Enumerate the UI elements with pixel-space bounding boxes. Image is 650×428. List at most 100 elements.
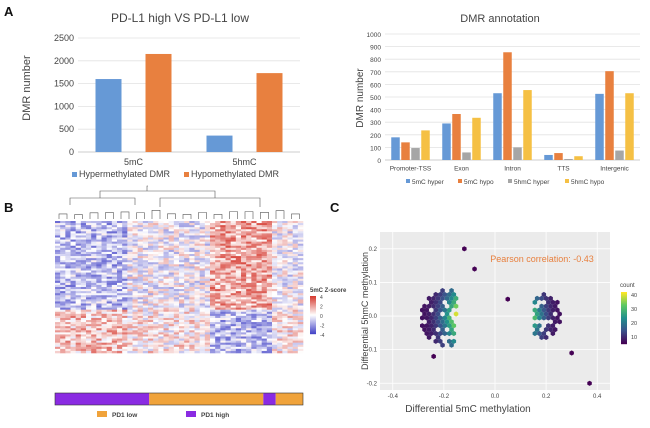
- heatmap-cell: [101, 324, 107, 327]
- heatmap-cell: [75, 282, 82, 286]
- heatmap-cell: [80, 251, 87, 255]
- heatmap-cell: [241, 334, 247, 337]
- hexbin-cell: [541, 291, 547, 298]
- heatmap-cell: [86, 315, 92, 319]
- heatmap-cell: [235, 313, 242, 317]
- heatmap-cell: [199, 315, 206, 319]
- heatmap-cell: [220, 266, 226, 269]
- heatmap-cell: [106, 293, 113, 296]
- heatmap-cell: [287, 229, 293, 232]
- heatmap-cell: [287, 309, 293, 313]
- heatmap-cell: [117, 350, 123, 354]
- heatmap-cell: [142, 336, 149, 339]
- heatmap-cell: [194, 264, 200, 267]
- heatmap-cell: [292, 249, 299, 253]
- heatmap-cell: [199, 303, 206, 306]
- heatmap-cell: [96, 320, 102, 323]
- heatmap-cell: [261, 309, 268, 313]
- heatmap-cell: [132, 221, 138, 224]
- heatmap-cell: [122, 305, 128, 308]
- heatmap-cell: [272, 291, 278, 294]
- heatmap-cell: [111, 223, 118, 226]
- heatmap-cell: [189, 254, 195, 257]
- heatmap-cell: [184, 247, 190, 251]
- heatmap-cell: [225, 315, 231, 319]
- heatmap-cell: [158, 270, 164, 273]
- heatmap-cell: [75, 293, 82, 296]
- heatmap-cell: [230, 305, 237, 308]
- heatmap-cell: [91, 241, 97, 244]
- heatmap-cell: [127, 326, 133, 329]
- heatmap-cell: [235, 348, 242, 352]
- heatmap-cell: [91, 328, 97, 331]
- heatmap-cell: [261, 243, 268, 247]
- heatmap-cell: [204, 346, 211, 350]
- heatmap-cell: [189, 251, 195, 255]
- colorbar-step: [310, 314, 316, 316]
- heatmap-cell: [91, 237, 97, 240]
- heatmap-cell: [122, 245, 128, 249]
- heatmap-cell: [241, 291, 247, 294]
- legend-swatch: [184, 172, 189, 177]
- annotation-segment: [149, 393, 264, 405]
- heatmap-cell: [235, 293, 242, 296]
- heatmap-cell: [261, 313, 268, 317]
- heatmap-cell: [96, 311, 102, 315]
- heatmap-cell: [199, 225, 206, 228]
- heatmap-cell: [86, 245, 92, 249]
- heatmap-cell: [241, 254, 247, 257]
- heatmap-cell: [142, 297, 149, 300]
- heatmap-cell: [137, 282, 144, 286]
- heatmap-cell: [292, 284, 299, 288]
- heatmap-cell: [287, 342, 293, 346]
- bar: [391, 137, 400, 160]
- heatmap-cell: [142, 332, 149, 335]
- heatmap-cell: [111, 346, 118, 350]
- hexbin-cell: [429, 315, 434, 321]
- heatmap-cell: [256, 282, 262, 286]
- heatmap-cell: [127, 289, 133, 292]
- heatmap-cell: [137, 299, 144, 302]
- heatmap-cell: [60, 324, 66, 327]
- heatmap-cell: [225, 272, 231, 275]
- heatmap-cell: [137, 311, 144, 315]
- heatmap-cell: [111, 344, 118, 348]
- heatmap-cell: [70, 262, 76, 265]
- heatmap-cell: [137, 256, 144, 259]
- heatmap-cell: [137, 280, 144, 284]
- heatmap-cell: [210, 297, 216, 300]
- heatmap-cell: [292, 278, 299, 282]
- heatmap-cell: [251, 260, 257, 263]
- legend-swatch: [458, 179, 462, 183]
- heatmap-cell: [261, 260, 268, 263]
- heatmap-cell: [132, 249, 138, 253]
- chart2-y-label: DMR number: [355, 68, 366, 128]
- heatmap-cell: [210, 239, 216, 242]
- heatmap-cell: [75, 309, 82, 313]
- heatmap-cell: [292, 262, 299, 265]
- heatmap-cell: [122, 247, 128, 251]
- heatmap-cell: [241, 241, 247, 244]
- heatmap-cell: [70, 268, 76, 271]
- heatmap-cell: [287, 237, 293, 240]
- heatmap-cell: [297, 233, 304, 236]
- heatmap-cell: [225, 320, 231, 323]
- hexbin-cell: [550, 315, 556, 321]
- heatmap-cell: [55, 297, 61, 300]
- heatmap-cell: [132, 237, 138, 240]
- hexbin-cell: [453, 303, 459, 309]
- heatmap-cell: [297, 245, 304, 249]
- heatmap-cell: [142, 268, 149, 271]
- heatmap-cell: [101, 254, 107, 257]
- heatmap-cell: [282, 303, 288, 306]
- heatmap-cell: [199, 334, 206, 337]
- heatmap-cell: [122, 348, 128, 352]
- heatmap-cell: [158, 229, 164, 232]
- heatmap-cell: [272, 303, 278, 306]
- hexbin-cell: [539, 334, 544, 340]
- heatmap-cell: [111, 332, 118, 335]
- heatmap-cell: [132, 334, 138, 337]
- dendrogram-branch: [275, 210, 285, 219]
- heatmap-cell: [215, 293, 221, 296]
- heatmap-cell: [277, 297, 283, 300]
